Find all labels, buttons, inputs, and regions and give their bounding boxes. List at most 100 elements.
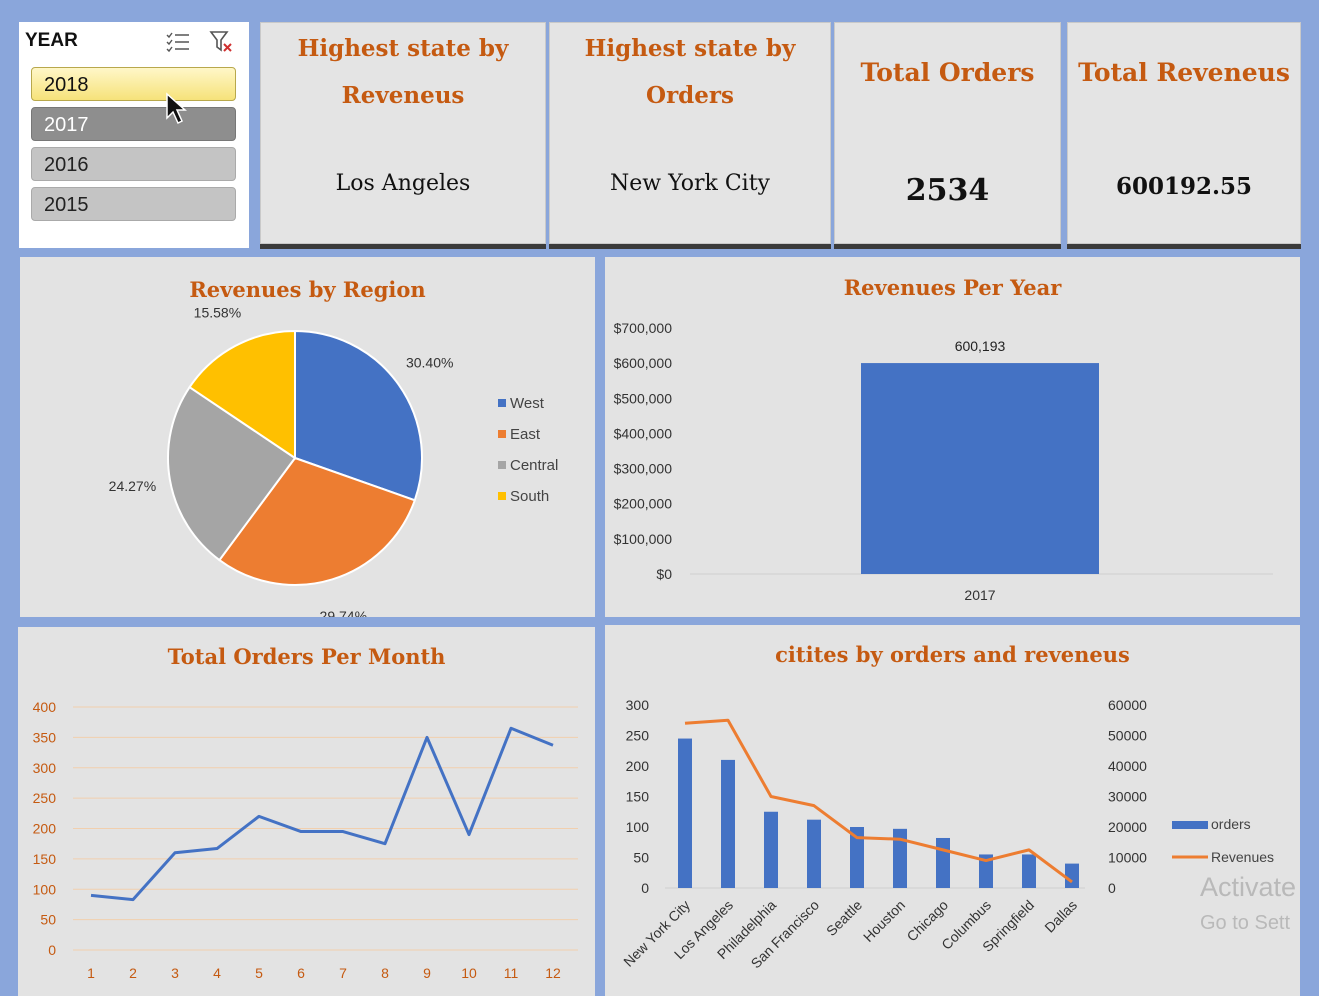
card-title-line2: Orders [646, 82, 734, 109]
x-tick-label: 5 [255, 965, 263, 981]
orders-bar [1065, 863, 1079, 888]
cities-orders-revenue-panel: citites by orders and reveneus 0 50 100 150… [605, 625, 1300, 996]
chart-title: Total Orders Per Month [167, 644, 446, 669]
left-y-tick-label: 0 [641, 880, 649, 896]
orders-per-month-panel: Total Orders Per Month 0 50 100 150 200 250 30… [18, 627, 595, 996]
orders-bar [678, 738, 692, 888]
pie-data-label: 24.27% [109, 478, 156, 494]
card-value: Los Angeles [335, 171, 471, 196]
slicer-header: YEAR [25, 30, 78, 51]
legend-marker-orders [1172, 821, 1208, 829]
year-slicer: YEAR 2018 2017 2016 2015 [19, 22, 249, 248]
right-y-tick-label: 30000 [1108, 789, 1147, 805]
card-title-line2: Reveneus [341, 82, 465, 109]
y-tick-label: $600,000 [614, 355, 673, 371]
x-tick-label: 12 [545, 965, 561, 981]
x-tick-label: 9 [423, 965, 431, 981]
city-label: Houston [860, 897, 908, 945]
pie-slice-west [294, 329, 423, 502]
x-tick-label: 3 [171, 965, 179, 981]
legend-entry-east: East [510, 426, 541, 443]
y-tick-label: 0 [48, 942, 56, 958]
left-y-tick-label: 250 [626, 728, 650, 744]
multi-select-icon[interactable] [165, 31, 191, 53]
legend-marker-east [498, 430, 506, 438]
legend-entry-central: Central [510, 457, 558, 474]
left-y-tick-label: 50 [633, 850, 649, 866]
revenue-per-year-panel: Revenues Per Year $0 $100,000 $200,000 $300… [605, 257, 1300, 617]
chart-title: Revenues by Region [189, 277, 426, 302]
orders-bar [936, 837, 950, 888]
slicer-item-2015[interactable]: 2015 [31, 187, 236, 221]
left-y-tick-label: 150 [626, 789, 650, 805]
slicer-item-2017[interactable]: 2017 [31, 107, 236, 141]
legend-marker-south [498, 492, 506, 500]
y-tick-label: $700,000 [614, 320, 673, 336]
x-tick-label: 8 [381, 965, 389, 981]
legend-entry-orders: orders [1211, 816, 1251, 832]
legend-entry-revenues: Revenues [1211, 849, 1274, 865]
orders-bar [807, 819, 821, 888]
pie-slice-east [218, 456, 417, 586]
revenue-bar-2017 [861, 363, 1099, 574]
pie-data-label: 30.40% [406, 355, 453, 371]
legend-entry-south: South [510, 488, 549, 505]
y-tick-label: 100 [33, 881, 57, 897]
activate-windows-watermark: Activate [1200, 872, 1297, 902]
orders-bar [850, 827, 864, 888]
x-tick-label: 2 [129, 965, 137, 981]
total-revenue-card: Total Reveneus 600192.55 [1067, 22, 1301, 244]
y-tick-label: $400,000 [614, 425, 673, 441]
card-title: Total Reveneus [1078, 58, 1290, 87]
orders-line [90, 726, 554, 902]
slicer-item-2016[interactable]: 2016 [31, 147, 236, 181]
bar-data-label: 600,193 [955, 338, 1006, 354]
card-title-line1: Highest state by [297, 35, 509, 62]
card-title: Total Orders [860, 58, 1035, 87]
y-tick-label: 350 [33, 729, 57, 745]
legend-marker-west [498, 399, 506, 407]
highest-revenue-state-card: Highest state by Reveneus Los Angeles [260, 22, 546, 244]
legend-entry-west: West [510, 395, 545, 412]
left-y-tick-label: 200 [626, 758, 650, 774]
x-tick-label: 11 [504, 965, 519, 981]
left-y-tick-label: 300 [626, 697, 650, 713]
orders-bar [1022, 854, 1036, 888]
y-tick-label: $300,000 [614, 461, 673, 477]
y-tick-label: 400 [33, 699, 57, 715]
card-title-line1: Highest state by [584, 35, 796, 62]
revenues-line [684, 718, 1073, 884]
right-y-tick-label: 20000 [1108, 819, 1147, 835]
clear-filter-icon[interactable] [209, 30, 235, 54]
right-y-tick-label: 40000 [1108, 758, 1147, 774]
y-tick-label: 150 [33, 851, 57, 867]
card-value: 600192.55 [1115, 173, 1253, 200]
total-orders-card: Total Orders 2534 [834, 22, 1061, 244]
orders-bar [764, 811, 778, 888]
highest-orders-state-card: Highest state by Orders New York City [549, 22, 831, 244]
x-tick-label: 10 [461, 965, 477, 981]
x-tick-label: 4 [213, 965, 221, 981]
y-tick-label: $200,000 [614, 496, 673, 512]
pie-data-label: 15.58% [194, 304, 241, 320]
cities-orders-revenue-chart: 0 50 100 150 200 250 300 0 10000 20000 30000 40000 5… [620, 697, 1274, 971]
revenue-by-region-panel: Revenues by Region 30.40% 29.74% 24.27% 15.… [20, 257, 595, 617]
y-tick-label: 50 [40, 912, 56, 928]
right-y-tick-label: 50000 [1108, 728, 1147, 744]
slicer-item-2018[interactable]: 2018 [31, 67, 236, 101]
revenue-by-region-chart: 30.40% 29.74% 24.27% 15.58% West East Central S… [109, 304, 559, 617]
chart-title: Revenues Per Year [843, 275, 1062, 300]
chart-title: citites by orders and reveneus [775, 642, 1130, 667]
pie-slice-south [188, 329, 296, 460]
x-tick-label: 1 [87, 965, 95, 981]
orders-bar [979, 854, 993, 888]
y-tick-label: 250 [33, 790, 57, 806]
y-tick-label: $0 [656, 566, 672, 582]
left-y-tick-label: 100 [626, 819, 650, 835]
mouse-cursor-icon [166, 92, 187, 125]
orders-bar [893, 828, 907, 888]
pie-slice-central [167, 385, 297, 562]
card-value: New York City [610, 171, 770, 196]
y-tick-label: $100,000 [614, 531, 673, 547]
